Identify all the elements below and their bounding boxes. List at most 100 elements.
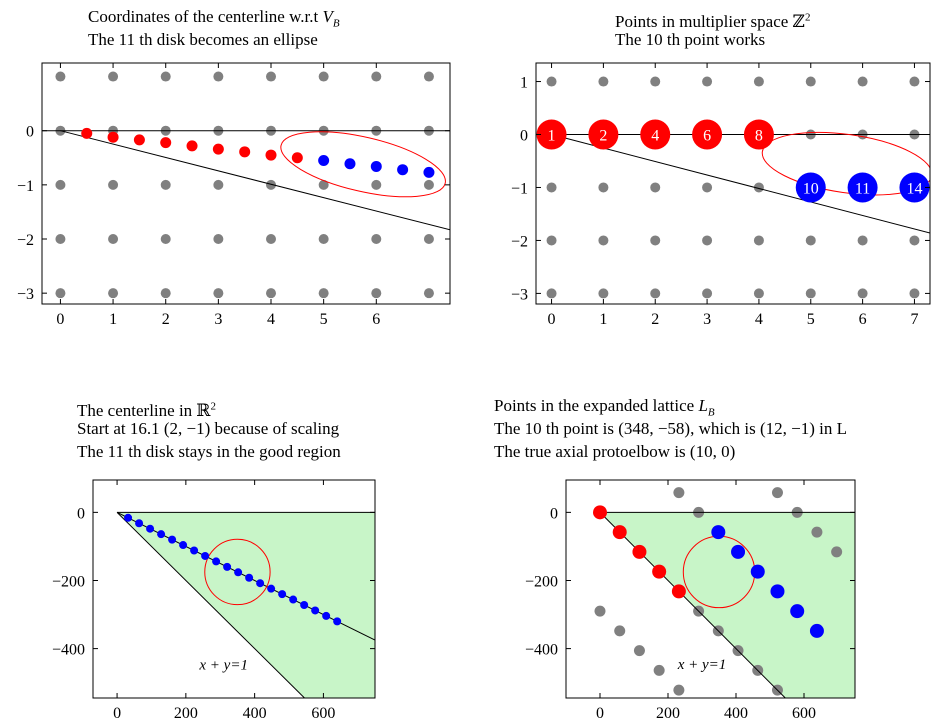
chart2-point-label: 1 bbox=[548, 128, 556, 145]
chart1-lattice-point bbox=[423, 179, 434, 190]
chart1-lattice-point bbox=[423, 71, 434, 82]
chart3-series1-point bbox=[201, 551, 210, 560]
chart1-series2-point bbox=[344, 158, 356, 170]
chart3-series1-point bbox=[300, 601, 309, 610]
chart1-lattice-point bbox=[108, 71, 119, 82]
chart4-lattice-point bbox=[831, 546, 843, 558]
chart4-series2-point bbox=[750, 564, 765, 579]
chart2-title-text1: Points in multiplier space ℤ2 bbox=[615, 11, 811, 31]
chart2-lattice-point bbox=[598, 235, 609, 246]
chart2-labeled-point bbox=[640, 119, 671, 150]
chart1-lattice-point bbox=[371, 71, 382, 82]
chart2-lattice-point bbox=[650, 235, 661, 246]
chart3-series1-point bbox=[179, 541, 188, 550]
chart2-lattice-point bbox=[702, 182, 713, 193]
chart3-y-tick-label: 0 bbox=[77, 505, 85, 522]
chart1-lattice-point bbox=[55, 288, 66, 299]
chart1-title-text1: Coordinates of the centerline w.r.t VB bbox=[88, 7, 340, 30]
chart3-line-3 bbox=[116, 512, 305, 698]
chart1-lattice-point bbox=[371, 288, 382, 299]
chart1-lattice-point bbox=[160, 234, 171, 245]
chart3-x-tick-label: 0 bbox=[113, 705, 121, 721]
chart2-point-label: 14 bbox=[906, 180, 922, 197]
chart2-point-label: 4 bbox=[651, 128, 659, 145]
chart4-x-tick-label: 0 bbox=[596, 705, 604, 721]
chart1-x-tick-label: 4 bbox=[267, 311, 275, 328]
chart4-lattice-point bbox=[653, 664, 665, 676]
chart1-series2-point bbox=[423, 166, 435, 178]
chart2-lattice-point bbox=[805, 76, 816, 87]
chart1-title-line2: The 11 th disk becomes an ellipse bbox=[88, 30, 318, 49]
chart1-series1-point bbox=[265, 149, 277, 161]
chart2-frame bbox=[535, 62, 931, 305]
chart1-lattice-point bbox=[318, 179, 329, 190]
chart2-y-tick-label: −3 bbox=[511, 286, 528, 303]
chart3-series1-point bbox=[322, 611, 331, 620]
chart3-series1-point bbox=[190, 546, 199, 555]
chart1-x-tick-label: 2 bbox=[162, 311, 170, 328]
chart2-lattice-point bbox=[546, 76, 557, 87]
chart1: 0 1 2 3 4 5 6 0 −1 −2 −3 bbox=[17, 62, 451, 328]
chart2-lattice-point bbox=[702, 288, 713, 299]
chart2-labeled-point bbox=[743, 119, 774, 150]
chart1-lattice-point bbox=[108, 288, 119, 299]
chart2-labeled-point bbox=[588, 119, 619, 150]
chart1-lattice-point bbox=[213, 234, 224, 245]
chart1-lattice-point bbox=[213, 288, 224, 299]
chart3-title-text1: The centerline in ℝ2 bbox=[77, 400, 217, 420]
chart1-series1-point bbox=[133, 134, 145, 146]
chart3-annotation: x + y=1 bbox=[198, 658, 248, 674]
chart2-lattice-point bbox=[753, 182, 764, 193]
chart2-title-line2: The 10 th point works bbox=[615, 30, 766, 49]
chart3-x-tick-label: 400 bbox=[243, 705, 267, 721]
chart4-lattice-point bbox=[771, 487, 783, 499]
chart1-lattice-point bbox=[160, 288, 171, 299]
chart4-lattice-point bbox=[594, 605, 606, 617]
chart4-x-tick-label: 600 bbox=[792, 705, 816, 721]
chart4-lattice-point bbox=[633, 645, 645, 657]
chart2-y-tick-label: 1 bbox=[520, 75, 528, 92]
chart4-title-line1: Points in the expanded lattice LB bbox=[494, 395, 715, 423]
chart1-lattice-point bbox=[108, 234, 119, 245]
chart4-series1-point bbox=[671, 584, 686, 599]
chart2-title-line1: Points in multiplier space ℤ2 bbox=[615, 6, 810, 33]
chart2-lattice-point bbox=[857, 235, 868, 246]
chart1-y-tick-label: −2 bbox=[17, 232, 34, 249]
chart3: x + y=1 0 200 400 600 0 −200 −400 bbox=[52, 479, 376, 721]
chart3-series1-point bbox=[311, 606, 320, 615]
chart2-y-tick-label: −2 bbox=[511, 233, 528, 250]
chart1-y-tick-label: −1 bbox=[17, 178, 34, 195]
chart3-y-tick-label: −200 bbox=[52, 573, 85, 590]
chart2-lattice-point bbox=[546, 182, 557, 193]
chart1-lattice-point bbox=[160, 71, 171, 82]
chart1-lattice-point bbox=[423, 288, 434, 299]
chart1-x-tick-label: 1 bbox=[109, 311, 117, 328]
chart4-lattice-point bbox=[811, 526, 823, 538]
chart4-title-line2: The 10 th point is (348, −58), which is … bbox=[494, 419, 847, 438]
chart3-title-line3: The 11 th disk stays in the good region bbox=[77, 442, 341, 461]
chart4-title-text1: Points in the expanded lattice LB bbox=[494, 396, 715, 419]
chart3-x-tick-label: 600 bbox=[311, 705, 335, 721]
chart4-series1-point bbox=[593, 505, 607, 520]
chart1-series2-point bbox=[318, 154, 330, 166]
chart1-lattice-point bbox=[318, 71, 329, 82]
chart2: 1 2 4 6 810 11 140 1 2 3 4 5 6 710−1−2−3 bbox=[511, 62, 931, 328]
chart4-x-tick-label: 200 bbox=[656, 705, 680, 721]
chart3-series1-point bbox=[234, 568, 243, 577]
chart2-lattice-point bbox=[805, 235, 816, 246]
chart1-series1-point bbox=[81, 127, 93, 139]
chart2-labeled-point bbox=[692, 119, 723, 150]
chart2-point-label: 6 bbox=[703, 128, 711, 145]
chart2-lattice-point bbox=[650, 76, 661, 87]
chart4-series2-point bbox=[731, 544, 746, 559]
chart1-frame bbox=[41, 62, 451, 305]
chart4-lattice-point bbox=[614, 625, 626, 637]
chart3-series1-point bbox=[124, 513, 133, 522]
chart1-x-tick-label: 6 bbox=[372, 311, 380, 328]
chart4-x-tick-label: 400 bbox=[724, 705, 748, 721]
chart2-x-tick-label: 2 bbox=[651, 311, 659, 328]
chart4-series1-point bbox=[612, 525, 627, 540]
chart4-y-tick-label: 0 bbox=[550, 505, 558, 522]
chart1-lattice-point bbox=[213, 179, 224, 190]
chart2-x-tick-label: 1 bbox=[599, 311, 607, 328]
